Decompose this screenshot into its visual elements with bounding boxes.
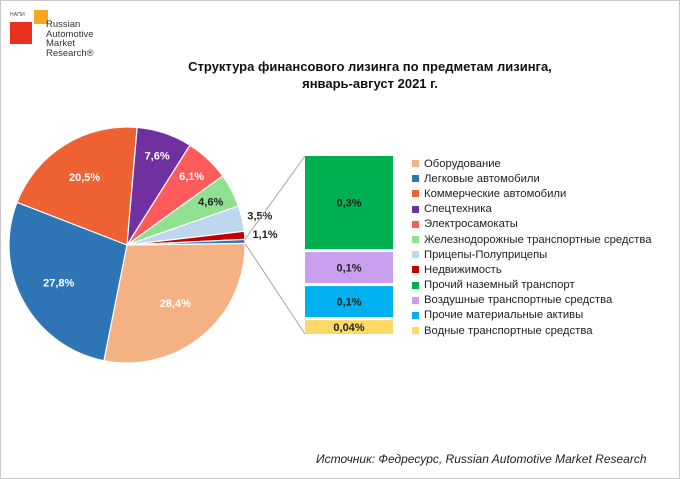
breakout-other-assets (305, 286, 393, 318)
legend-item: Прочий наземный транспорт (412, 278, 651, 293)
legend-item: Прицепы-Полуприцепы (412, 247, 651, 262)
chart-title-line: январь-август 2021 г. (302, 76, 438, 91)
legend-item: Воздушные транспортные средства (412, 293, 651, 308)
legend-item: Водные транспортные средства (412, 323, 651, 338)
breakout-air (305, 252, 393, 284)
breakout-land-other (305, 156, 393, 250)
connector-line-top (244, 155, 306, 240)
legend-label: Оборудование (424, 157, 501, 170)
slice-label: 3,5% (247, 210, 272, 222)
legend-item: Оборудование (412, 156, 651, 171)
slice-cars (8, 201, 128, 362)
logo-yellow-square (34, 10, 48, 24)
legend-item: Недвижимость (412, 262, 651, 277)
legend-swatch (412, 327, 419, 335)
breakout-water (305, 320, 393, 334)
slice-commercial (16, 126, 138, 246)
slice-label: 20,5% (69, 172, 100, 184)
breakout-label: 0,1% (336, 297, 361, 309)
legend-swatch (412, 296, 419, 304)
legend-item: Прочие материальные активы (412, 308, 651, 323)
chart-legend: Оборудование Легковые автомобили Коммерчес… (412, 156, 651, 338)
slice-label: 4,6% (198, 196, 223, 208)
legend-swatch (412, 311, 419, 319)
logo-brand-line: Market (46, 38, 76, 49)
legend-item: Железнодорожные транспортные средства (412, 232, 651, 247)
slice-label: 6,1% (179, 171, 204, 183)
breakout-label: 0,04% (333, 322, 364, 334)
connector-line-bottom (244, 243, 306, 335)
legend-item: Легковые автомобили (412, 171, 651, 186)
legend-item: Коммерческие автомобили (412, 186, 651, 201)
slice-label: 27,8% (43, 277, 74, 289)
slice-other-group (126, 238, 246, 246)
legend-swatch (412, 281, 419, 289)
legend-swatch (412, 266, 419, 274)
legend-label: Легковые автомобили (424, 172, 540, 185)
legend-swatch (412, 190, 419, 198)
legend-swatch (412, 251, 419, 259)
logo-brand: Russian Automotive Market Research® (46, 20, 106, 58)
logo: НАПИ Russian Automotive Market Research® (8, 8, 98, 68)
legend-label: Водные транспортные средства (424, 324, 593, 337)
logo-brand-line: Automotive (46, 28, 94, 40)
legend-swatch (412, 160, 419, 168)
slice-equipment (103, 242, 246, 364)
slice-label: 1,1% (253, 229, 278, 241)
logo-brand-line: Russian (46, 19, 81, 30)
legend-label: Прочие материальные активы (424, 309, 584, 322)
legend-label: Воздушные транспортные средства (424, 294, 613, 307)
breakout-label: 0,3% (336, 198, 361, 210)
legend-label: Спецтехника (424, 203, 492, 216)
logo-brand-line: Research® (46, 47, 94, 59)
chart-title: Структура финансового лизинга по предмет… (140, 58, 600, 92)
logo-tiny-text: НАПИ (10, 12, 25, 18)
legend-label: Прицепы-Полуприцепы (424, 248, 548, 261)
legend-label: Прочий наземный транспорт (424, 279, 575, 292)
chart-title-line: Структура финансового лизинга по предмет… (188, 59, 552, 74)
legend-swatch (412, 175, 419, 183)
legend-label: Электросамокаты (424, 218, 518, 231)
source-note: Источник: Федресурс, Russian Automotive … (316, 452, 647, 466)
legend-label: Недвижимость (424, 263, 502, 276)
legend-label: Железнодорожные транспортные средства (424, 233, 652, 246)
breakout-label: 0,1% (336, 263, 361, 275)
legend-swatch (412, 236, 419, 244)
logo-red-square (10, 22, 32, 44)
legend-item: Спецтехника (412, 202, 651, 217)
legend-swatch (412, 220, 419, 228)
slice-label: 7,6% (145, 151, 170, 163)
legend-label: Коммерческие автомобили (424, 187, 567, 200)
slice-label: 28,4% (160, 298, 191, 310)
legend-swatch (412, 205, 419, 213)
legend-item: Электросамокаты (412, 217, 651, 232)
